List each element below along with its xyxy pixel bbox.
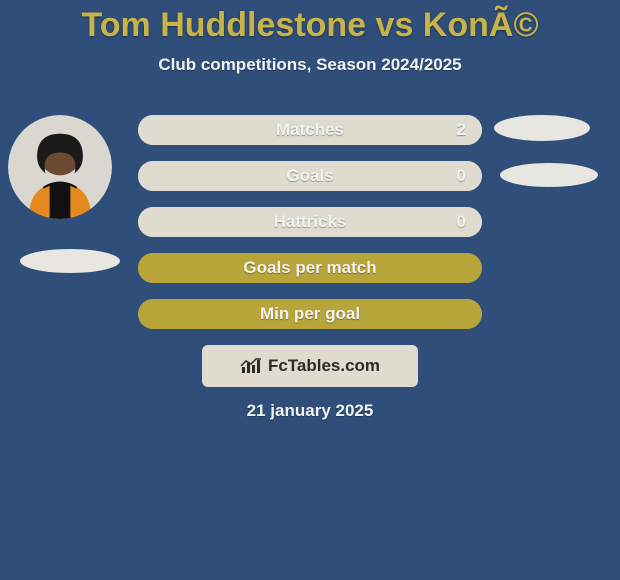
stat-row: Min per goal	[138, 299, 482, 329]
stage: Tom Huddlestone vs KonÃ© Club competitio…	[0, 0, 620, 580]
subtitle: Club competitions, Season 2024/2025	[0, 55, 620, 75]
player-right-oval-2	[500, 163, 598, 187]
stat-label: Matches	[276, 120, 344, 140]
stat-row: Goals per match	[138, 253, 482, 283]
stat-value: 0	[457, 212, 466, 232]
stat-label: Min per goal	[260, 304, 360, 324]
page-title: Tom Huddlestone vs KonÃ©	[0, 0, 620, 45]
player-left-name-oval	[20, 249, 120, 273]
branding-text: FcTables.com	[268, 356, 380, 376]
stat-label: Goals	[286, 166, 333, 186]
stat-row: Matches 2	[138, 115, 482, 145]
stat-row: Goals 0	[138, 161, 482, 191]
player-right-oval-1	[494, 115, 590, 141]
stat-row: Hattricks 0	[138, 207, 482, 237]
avatar-placeholder-icon	[8, 115, 112, 219]
stat-label: Hattricks	[274, 212, 347, 232]
stat-rows: Matches 2 Goals 0 Hattricks 0 Goals per match M…	[138, 115, 482, 345]
player-left-avatar	[8, 115, 112, 219]
stat-value: 2	[457, 120, 466, 140]
chart-icon	[240, 357, 262, 375]
stat-label: Goals per match	[243, 258, 376, 278]
stat-value: 0	[457, 166, 466, 186]
date-label: 21 january 2025	[247, 401, 374, 421]
branding-badge[interactable]: FcTables.com	[202, 345, 418, 387]
